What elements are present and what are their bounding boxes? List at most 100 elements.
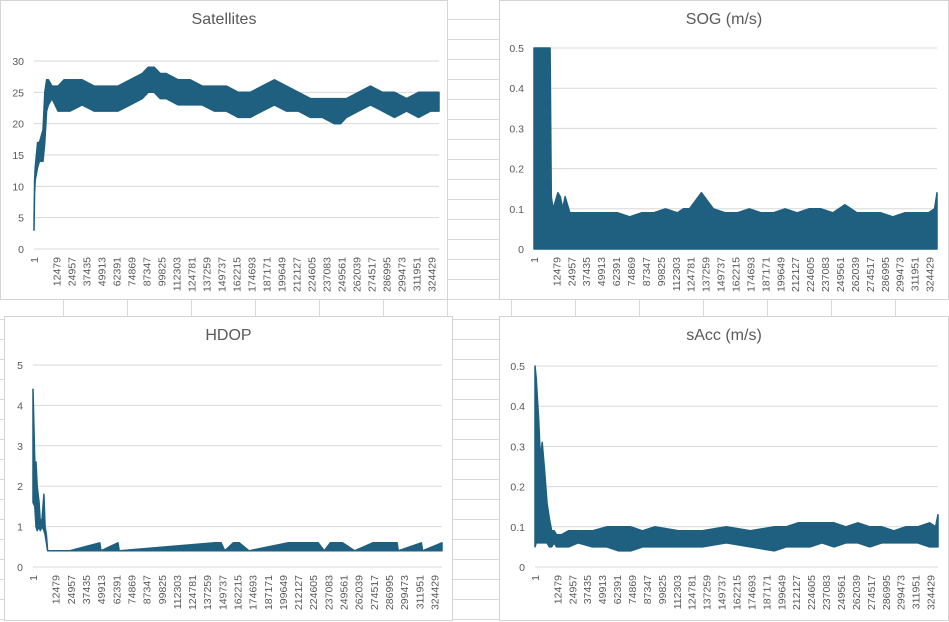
sacc-y-tick-label: 0.3 xyxy=(510,441,525,453)
sog-x-tick-label: 311951 xyxy=(910,257,922,291)
sacc-x-tick-label: 311951 xyxy=(911,575,923,609)
hdop-x-tick-label: 137259 xyxy=(202,575,214,610)
sog-x-tick-label: 187171 xyxy=(760,257,772,292)
hdop-x-tick-label: 324429 xyxy=(429,575,441,610)
hdop-x-tick-label: 12479 xyxy=(51,575,63,604)
hdop-y-tick-label: 5 xyxy=(17,360,23,372)
hdop-x-tick-label: 311951 xyxy=(414,575,426,609)
hdop-x-tick-label: 174693 xyxy=(248,575,260,610)
sog-x-tick-label: 137259 xyxy=(701,257,713,292)
hdop-x-tick-label: 187171 xyxy=(263,575,275,610)
hdop-x-tick-label: 274517 xyxy=(369,575,381,610)
sog-x-tick-label: 87347 xyxy=(641,257,653,286)
hdop-x-tick-label: 199649 xyxy=(278,575,290,610)
sog-x-tick-label: 1 xyxy=(529,257,541,263)
sacc-x-tick-label: 137259 xyxy=(702,575,714,610)
satellites-series-band xyxy=(33,66,440,231)
hdop-x-tick-label: 62391 xyxy=(111,575,123,604)
satellites-x-tick-label: 249561 xyxy=(337,257,349,292)
hdop-x-tick-label: 74869 xyxy=(126,575,138,604)
satellites-x-tick-label: 62391 xyxy=(112,257,124,286)
hdop-series-band xyxy=(32,388,443,552)
sacc-x-tick-label: 1 xyxy=(530,575,542,581)
sog-chart[interactable]: SOG (m/s) 0 0.1 0.2 0.3 0.4 0.5 1 12479 24957 374… xyxy=(499,0,949,300)
satellites-x-tick-label: 286995 xyxy=(382,257,394,292)
sog-y-tick-label: 0.5 xyxy=(509,43,524,55)
hdop-x-tick-label: 299473 xyxy=(399,575,411,610)
satellites-x-tick-label: 199649 xyxy=(277,257,289,292)
satellites-x-tick-label: 237083 xyxy=(322,257,334,292)
sog-x-tick-label: 49913 xyxy=(596,257,608,286)
chart-title-sacc: sAcc (m/s) xyxy=(686,327,762,344)
sog-x-tick-label: 212127 xyxy=(790,257,802,292)
sacc-x-tick-label: 87347 xyxy=(642,575,654,604)
sog-x-tick-label: 74869 xyxy=(626,257,638,286)
sacc-x-tick-label: 199649 xyxy=(776,575,788,610)
chart-title-satellites: Satellites xyxy=(191,11,257,28)
sog-x-tick-label: 124781 xyxy=(686,257,698,292)
satellites-x-tick-label: 87347 xyxy=(142,257,154,286)
hdop-x-tick-label: 124781 xyxy=(187,575,199,610)
sacc-x-tick-label: 286995 xyxy=(881,575,893,610)
hdop-x-tick-label: 99825 xyxy=(157,575,169,604)
satellites-x-tick-label: 12479 xyxy=(52,257,64,286)
satellites-chart[interactable]: Satellites 0 5 10 15 20 25 30 1 12479 24957 37435 4… xyxy=(0,0,448,300)
satellites-x-tick-label: 187171 xyxy=(262,257,274,292)
sog-x-tick-label: 262039 xyxy=(850,257,862,292)
sacc-x-tick-label: 49913 xyxy=(597,575,609,604)
sacc-x-tick-label: 74869 xyxy=(627,575,639,604)
sog-x-tick-label: 62391 xyxy=(611,257,623,286)
satellites-x-tick-label: 262039 xyxy=(352,257,364,292)
sog-y-tick-label: 0 xyxy=(518,244,524,256)
sacc-x-tick-label: 324429 xyxy=(926,575,938,610)
sacc-chart[interactable]: sAcc (m/s) 0 0.1 0.2 0.3 0.4 0.5 1 12479 24957 37… xyxy=(499,316,949,621)
satellites-x-tick-label: 112303 xyxy=(172,257,184,291)
sog-x-tick-label: 299473 xyxy=(895,257,907,292)
satellites-y-tick-label: 25 xyxy=(12,87,24,99)
sog-x-tick-label: 99825 xyxy=(656,257,668,286)
satellites-x-tick-label: 174693 xyxy=(247,257,259,292)
satellites-x-tick-label: 224605 xyxy=(307,257,319,292)
sog-x-tick-label: 24957 xyxy=(566,257,578,286)
sacc-y-tick-label: 0.2 xyxy=(510,482,525,494)
sacc-x-tick-label: 249561 xyxy=(836,575,848,610)
sacc-x-tick-label: 187171 xyxy=(761,575,773,610)
hdop-y-tick-label: 4 xyxy=(17,400,23,412)
sacc-x-tick-label: 212127 xyxy=(791,575,803,610)
hdop-x-tick-label: 286995 xyxy=(384,575,396,610)
satellites-x-tick-label: 212127 xyxy=(292,257,304,292)
hdop-x-tick-label: 237083 xyxy=(323,575,335,610)
satellites-y-tick-label: 30 xyxy=(12,56,24,68)
hdop-chart[interactable]: HDOP 0 1 2 3 4 5 1 12479 24957 37435 49913 62391 748… xyxy=(4,316,453,621)
sog-x-tick-label: 174693 xyxy=(745,257,757,292)
hdop-x-tick-label: 262039 xyxy=(354,575,366,610)
satellites-x-tick-label: 37435 xyxy=(82,257,94,286)
satellites-y-tick-label: 5 xyxy=(18,213,24,225)
sacc-x-tick-label: 112303 xyxy=(672,575,684,609)
sacc-y-tick-label: 0 xyxy=(519,562,525,574)
sacc-x-tick-label: 24957 xyxy=(567,575,579,604)
sacc-x-tick-label: 37435 xyxy=(582,575,594,604)
hdop-x-tick-label: 49913 xyxy=(96,575,108,604)
hdop-x-tick-label: 149737 xyxy=(217,575,229,610)
sog-plot: 0 0.1 0.2 0.3 0.4 0.5 1 12479 24957 37435 49913 623… xyxy=(509,43,938,292)
satellites-x-tick-label: 311951 xyxy=(412,257,424,291)
hdop-x-tick-label: 224605 xyxy=(308,575,320,610)
sog-y-tick-label: 0.1 xyxy=(509,204,524,216)
sacc-x-tick-label: 162215 xyxy=(732,575,744,610)
chart-title-hdop: HDOP xyxy=(205,327,252,344)
sacc-series-band xyxy=(534,365,939,552)
sacc-x-tick-label: 12479 xyxy=(552,575,564,604)
satellites-y-tick-label: 0 xyxy=(18,244,24,256)
sog-y-tick-label: 0.4 xyxy=(509,83,524,95)
sacc-x-tick-label: 174693 xyxy=(746,575,758,610)
hdop-y-tick-label: 2 xyxy=(17,481,23,493)
hdop-x-tick-label: 37435 xyxy=(81,575,93,604)
hdop-x-tick-label: 1 xyxy=(28,575,40,581)
sacc-x-tick-label: 149737 xyxy=(717,575,729,610)
hdop-y-tick-label: 0 xyxy=(17,562,23,574)
sog-series-band xyxy=(533,47,938,250)
satellites-x-tick-label: 162215 xyxy=(232,257,244,292)
satellites-x-tick-label: 124781 xyxy=(187,257,199,292)
sacc-y-tick-label: 0.5 xyxy=(510,361,525,373)
